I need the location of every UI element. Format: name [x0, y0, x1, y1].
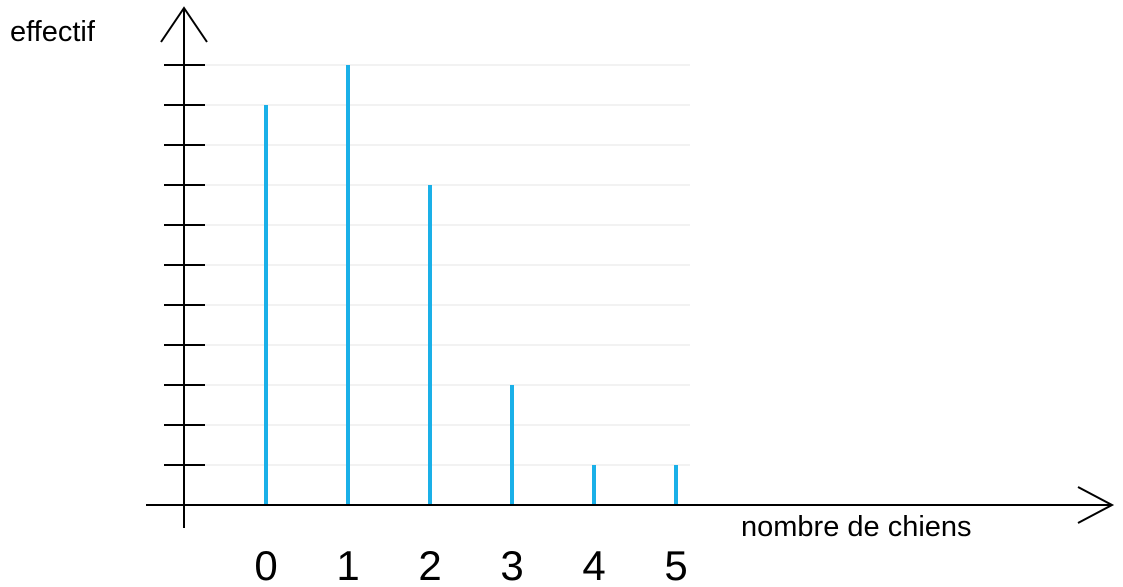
x-axis-arrow: [1077, 486, 1115, 524]
x-tick-labels: 0 1 2 3 4 5: [254, 542, 687, 587]
x-tick-label: 5: [664, 542, 687, 587]
grid-lines: [184, 64, 690, 466]
y-axis-arrow: [160, 6, 208, 43]
x-tick-label: 4: [582, 542, 605, 587]
bars: [264, 65, 678, 505]
y-axis-label: effectif: [10, 16, 96, 48]
x-axis-label: nombre de chiens: [741, 511, 972, 543]
x-tick-label: 3: [500, 542, 523, 587]
y-ticks: [164, 64, 205, 466]
x-tick-label: 0: [254, 542, 277, 587]
x-tick-label: 1: [336, 542, 359, 587]
axes: [146, 6, 1115, 528]
x-tick-label: 2: [418, 542, 441, 587]
